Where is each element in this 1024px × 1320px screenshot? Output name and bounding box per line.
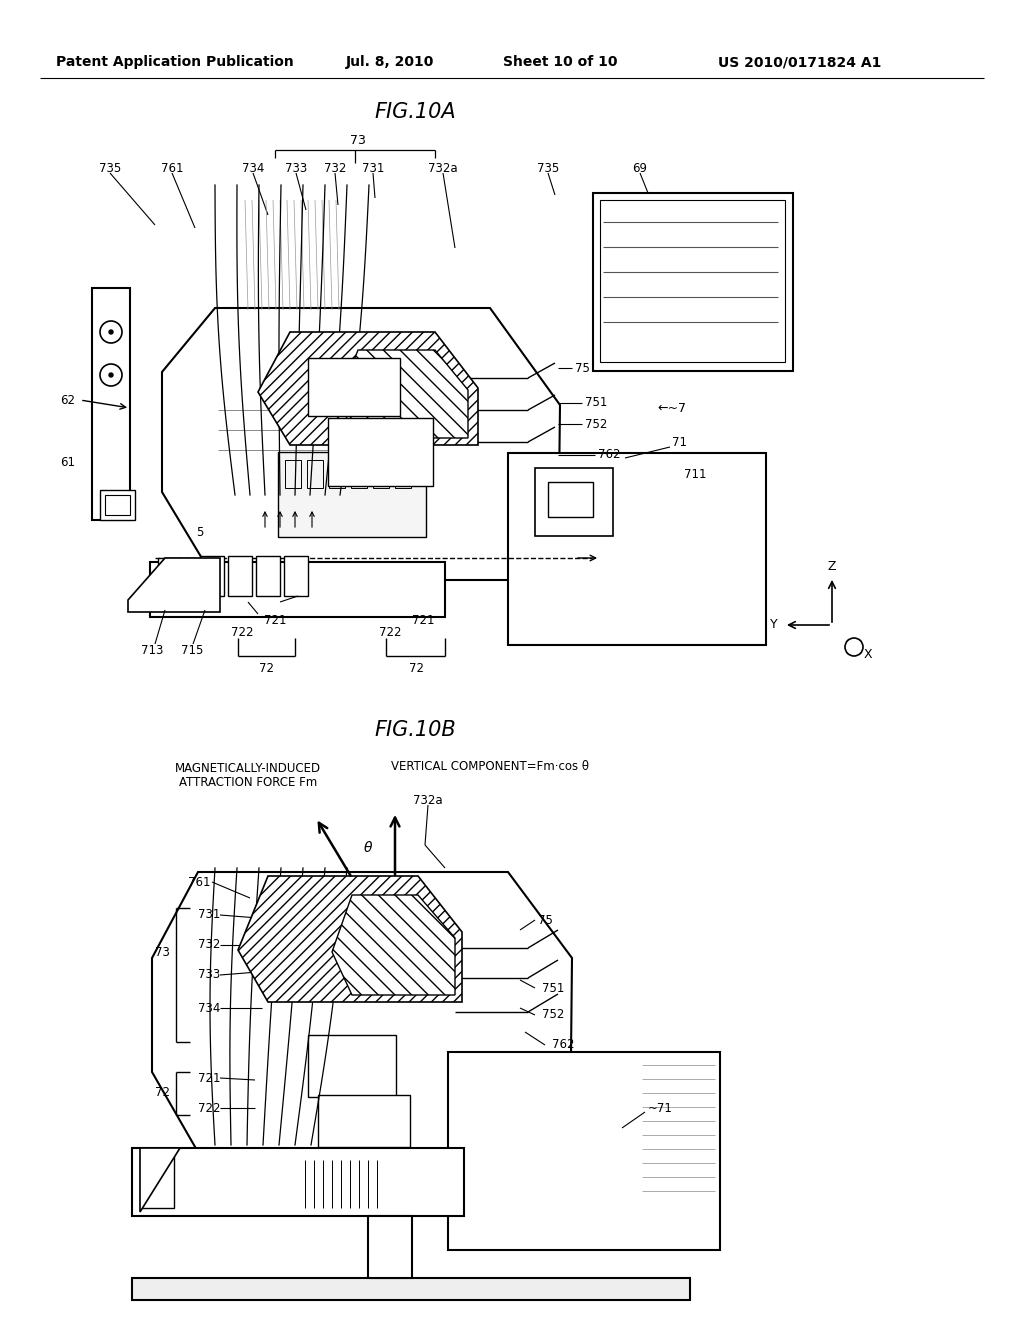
Text: US 2010/0171824 A1: US 2010/0171824 A1: [718, 55, 882, 69]
Text: 734: 734: [242, 161, 264, 174]
Text: 73: 73: [155, 945, 169, 958]
Text: 733: 733: [285, 161, 307, 174]
Bar: [200, 556, 224, 597]
Text: 71: 71: [672, 436, 687, 449]
Text: 731: 731: [198, 908, 220, 921]
Text: 732: 732: [324, 161, 346, 174]
Polygon shape: [162, 308, 560, 579]
Bar: [308, 1035, 396, 1097]
Bar: [593, 193, 793, 371]
Text: 752: 752: [542, 1008, 564, 1022]
Text: 722: 722: [198, 1101, 220, 1114]
Bar: [105, 495, 130, 515]
Circle shape: [845, 638, 863, 656]
Text: Y: Y: [770, 619, 778, 631]
Bar: [373, 459, 389, 488]
Circle shape: [109, 330, 113, 334]
Circle shape: [100, 364, 122, 385]
Bar: [449, 1052, 720, 1250]
Text: 735: 735: [537, 161, 559, 174]
Circle shape: [109, 374, 113, 378]
Text: 751: 751: [542, 982, 564, 994]
Bar: [395, 459, 411, 488]
Text: 761: 761: [161, 161, 183, 174]
Bar: [318, 1096, 410, 1147]
Text: θ: θ: [364, 841, 373, 855]
Text: ~71: ~71: [648, 1101, 673, 1114]
Text: 721: 721: [412, 614, 434, 627]
Text: 69: 69: [633, 161, 647, 174]
Text: 715: 715: [181, 644, 203, 656]
Bar: [329, 459, 345, 488]
Text: 731: 731: [361, 161, 384, 174]
Text: Jul. 8, 2010: Jul. 8, 2010: [346, 55, 434, 69]
Text: 73: 73: [350, 133, 366, 147]
Polygon shape: [338, 350, 468, 438]
Text: 72: 72: [155, 1085, 170, 1098]
Text: 721: 721: [264, 614, 287, 627]
Text: 732: 732: [198, 939, 220, 952]
Bar: [256, 556, 280, 597]
Polygon shape: [92, 288, 130, 520]
Text: 722: 722: [379, 627, 401, 639]
Bar: [308, 358, 400, 416]
Text: 762: 762: [552, 1039, 574, 1052]
Text: 721: 721: [198, 1072, 220, 1085]
Bar: [132, 1148, 464, 1216]
Polygon shape: [140, 1148, 180, 1212]
Text: 734: 734: [198, 1002, 220, 1015]
Text: 761: 761: [188, 875, 211, 888]
Polygon shape: [332, 895, 455, 995]
Bar: [307, 459, 323, 488]
Text: 751: 751: [585, 396, 607, 409]
Text: VERTICAL COMPONENT=Fm·cos θ: VERTICAL COMPONENT=Fm·cos θ: [391, 759, 589, 772]
Text: 61: 61: [60, 455, 75, 469]
Bar: [132, 1278, 690, 1300]
Text: ATTRACTION FORCE Fm: ATTRACTION FORCE Fm: [179, 776, 317, 789]
Text: Sheet 10 of 10: Sheet 10 of 10: [503, 55, 617, 69]
Text: X: X: [863, 648, 872, 661]
Bar: [600, 201, 785, 362]
Text: 733: 733: [198, 969, 220, 982]
Text: MAGNETICALLY-INDUCED: MAGNETICALLY-INDUCED: [175, 762, 322, 775]
Polygon shape: [238, 876, 462, 1002]
Text: FIG.10B: FIG.10B: [374, 719, 456, 741]
Text: 732a: 732a: [428, 161, 458, 174]
Bar: [351, 459, 367, 488]
Text: 5: 5: [197, 525, 204, 539]
Text: 72: 72: [259, 661, 274, 675]
Bar: [328, 418, 433, 486]
Polygon shape: [128, 558, 220, 612]
Text: 762: 762: [598, 449, 621, 462]
Bar: [158, 558, 193, 597]
Text: 62: 62: [60, 393, 75, 407]
Bar: [140, 1156, 174, 1208]
Bar: [150, 562, 445, 616]
Bar: [278, 451, 426, 537]
Text: Patent Application Publication: Patent Application Publication: [56, 55, 294, 69]
Polygon shape: [152, 873, 572, 1152]
Text: 75: 75: [575, 362, 590, 375]
Circle shape: [100, 321, 122, 343]
Text: 732a: 732a: [414, 793, 442, 807]
Text: 722: 722: [230, 627, 253, 639]
Text: 72: 72: [409, 661, 424, 675]
Text: 75: 75: [538, 913, 553, 927]
Text: 752: 752: [585, 417, 607, 430]
Bar: [368, 1216, 412, 1278]
Bar: [284, 556, 308, 597]
Text: ←~7: ←~7: [657, 401, 686, 414]
Text: 713: 713: [141, 644, 163, 656]
Bar: [100, 490, 135, 520]
Text: 735: 735: [99, 161, 121, 174]
Text: Z: Z: [827, 561, 837, 573]
Bar: [285, 459, 301, 488]
Text: FIG.10A: FIG.10A: [374, 102, 456, 121]
Bar: [548, 482, 593, 517]
Bar: [228, 556, 252, 597]
Polygon shape: [258, 333, 478, 445]
Bar: [508, 453, 766, 645]
Text: 711: 711: [684, 469, 707, 482]
Bar: [535, 469, 613, 536]
